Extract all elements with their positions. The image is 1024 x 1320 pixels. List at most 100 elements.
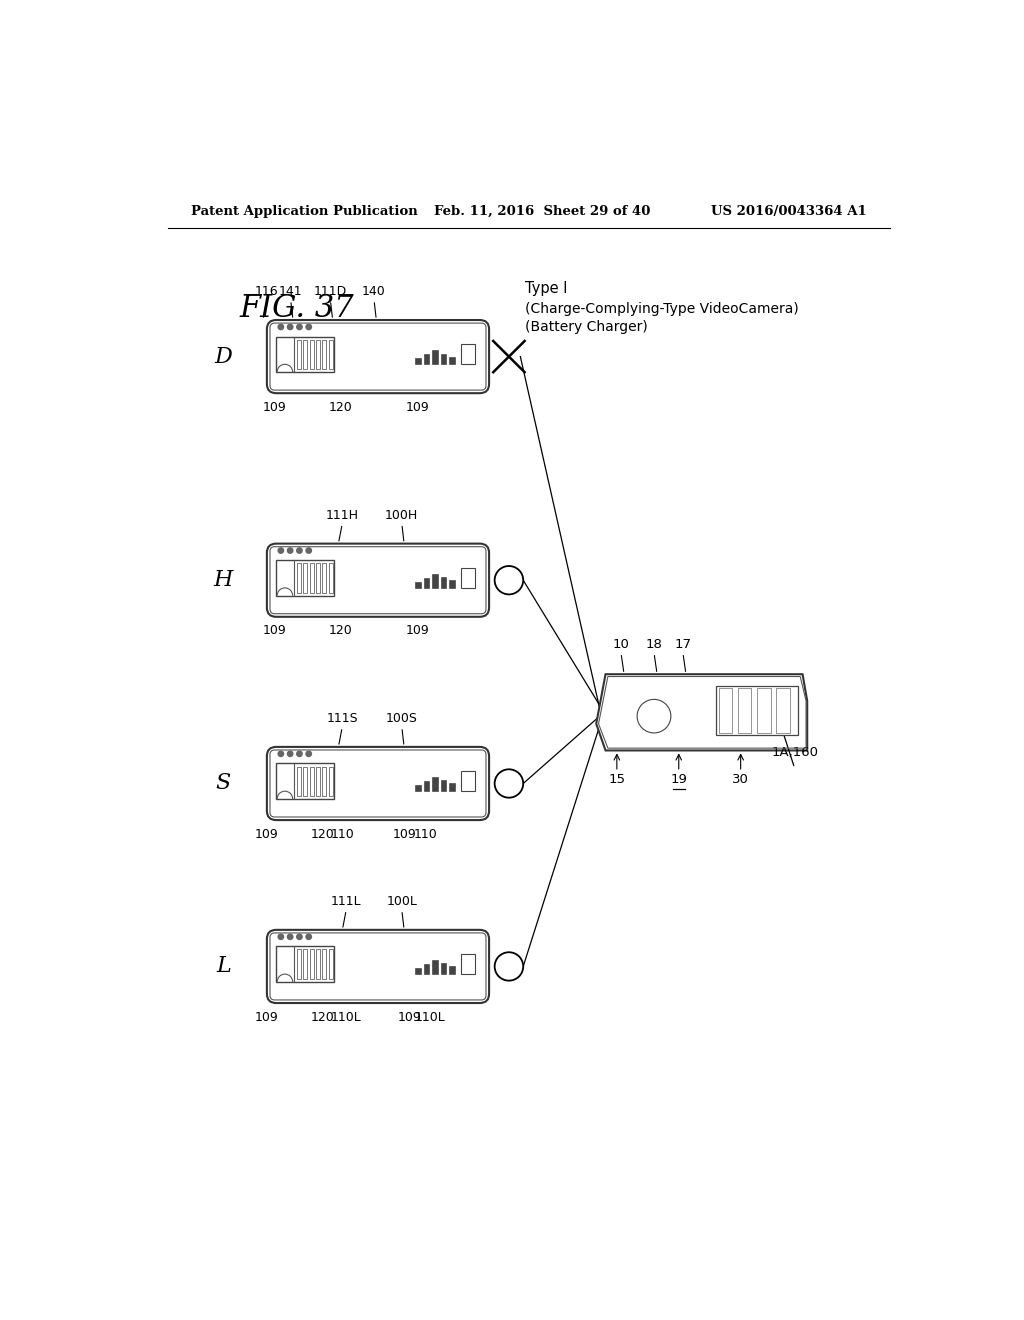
- Text: FIG. 37: FIG. 37: [240, 293, 353, 325]
- Text: 141: 141: [279, 285, 302, 298]
- Text: H: H: [214, 569, 232, 591]
- Text: 110L: 110L: [414, 1011, 445, 1024]
- Circle shape: [297, 751, 302, 756]
- Bar: [450, 784, 455, 791]
- Bar: [329, 767, 333, 796]
- Text: 15: 15: [608, 774, 626, 787]
- Text: 1A,160: 1A,160: [771, 746, 818, 759]
- Text: (Charge-Complying-Type VideoCamera): (Charge-Complying-Type VideoCamera): [524, 302, 799, 315]
- Bar: [424, 781, 429, 791]
- Bar: [432, 350, 437, 364]
- Circle shape: [288, 751, 293, 756]
- Bar: [450, 966, 455, 974]
- Bar: [309, 949, 313, 978]
- Circle shape: [288, 548, 293, 553]
- Bar: [440, 577, 446, 587]
- Text: 110: 110: [414, 828, 437, 841]
- Circle shape: [495, 952, 523, 981]
- Text: L: L: [216, 956, 230, 977]
- Circle shape: [279, 548, 284, 553]
- Text: 17: 17: [675, 638, 691, 651]
- Bar: [276, 560, 334, 595]
- Text: 100L: 100L: [386, 895, 417, 908]
- Bar: [424, 964, 429, 974]
- Bar: [440, 964, 446, 974]
- Text: D: D: [214, 346, 232, 367]
- Text: 110: 110: [331, 828, 354, 841]
- Bar: [461, 954, 475, 974]
- Circle shape: [288, 325, 293, 330]
- Bar: [303, 564, 307, 593]
- Text: 10: 10: [612, 638, 630, 651]
- Bar: [309, 564, 313, 593]
- Circle shape: [279, 325, 284, 330]
- FancyBboxPatch shape: [267, 929, 489, 1003]
- Text: 120: 120: [329, 401, 352, 414]
- Bar: [450, 356, 455, 364]
- Bar: [415, 582, 421, 587]
- Bar: [716, 685, 799, 735]
- Text: 110L: 110L: [331, 1011, 361, 1024]
- Bar: [415, 968, 421, 974]
- Bar: [316, 339, 319, 368]
- Text: 109: 109: [263, 624, 287, 638]
- Bar: [276, 337, 334, 372]
- Bar: [415, 785, 421, 791]
- Text: 120: 120: [310, 828, 334, 841]
- Text: 111L: 111L: [331, 895, 361, 908]
- Text: 100S: 100S: [386, 713, 418, 725]
- Text: 111H: 111H: [326, 510, 358, 521]
- Bar: [424, 578, 429, 587]
- Circle shape: [637, 700, 671, 733]
- Text: 111D: 111D: [313, 285, 347, 298]
- Text: 109: 109: [392, 828, 416, 841]
- Bar: [461, 568, 475, 587]
- Bar: [303, 339, 307, 368]
- Bar: [440, 354, 446, 364]
- Bar: [297, 339, 301, 368]
- Text: Type I: Type I: [524, 281, 567, 296]
- Bar: [461, 345, 475, 364]
- Bar: [276, 946, 334, 982]
- Text: 109: 109: [255, 828, 279, 841]
- Text: US 2016/0043364 A1: US 2016/0043364 A1: [712, 205, 867, 218]
- FancyBboxPatch shape: [267, 544, 489, 616]
- Text: Patent Application Publication: Patent Application Publication: [191, 205, 418, 218]
- Text: 140: 140: [362, 285, 386, 298]
- Bar: [316, 564, 319, 593]
- FancyBboxPatch shape: [267, 747, 489, 820]
- Bar: [276, 763, 334, 799]
- Bar: [329, 339, 333, 368]
- FancyBboxPatch shape: [267, 319, 489, 393]
- Circle shape: [279, 751, 284, 756]
- Bar: [297, 564, 301, 593]
- Bar: [440, 780, 446, 791]
- Bar: [303, 949, 307, 978]
- Bar: [309, 339, 313, 368]
- Circle shape: [306, 751, 311, 756]
- Bar: [432, 960, 437, 974]
- Bar: [738, 688, 752, 733]
- Bar: [303, 767, 307, 796]
- Bar: [323, 767, 327, 796]
- Bar: [757, 688, 770, 733]
- Text: 120: 120: [310, 1011, 334, 1024]
- Circle shape: [288, 935, 293, 940]
- Bar: [316, 767, 319, 796]
- Polygon shape: [596, 675, 807, 751]
- Bar: [323, 949, 327, 978]
- Bar: [450, 581, 455, 587]
- Text: 109: 109: [255, 1011, 279, 1024]
- Bar: [432, 574, 437, 587]
- Circle shape: [279, 935, 284, 940]
- Text: 30: 30: [732, 774, 750, 787]
- Text: 100H: 100H: [385, 510, 419, 521]
- Bar: [309, 767, 313, 796]
- Text: 109: 109: [406, 624, 429, 638]
- Circle shape: [306, 935, 311, 940]
- Bar: [424, 354, 429, 364]
- Bar: [297, 767, 301, 796]
- Text: 120: 120: [329, 624, 352, 638]
- Bar: [719, 688, 732, 733]
- Circle shape: [306, 548, 311, 553]
